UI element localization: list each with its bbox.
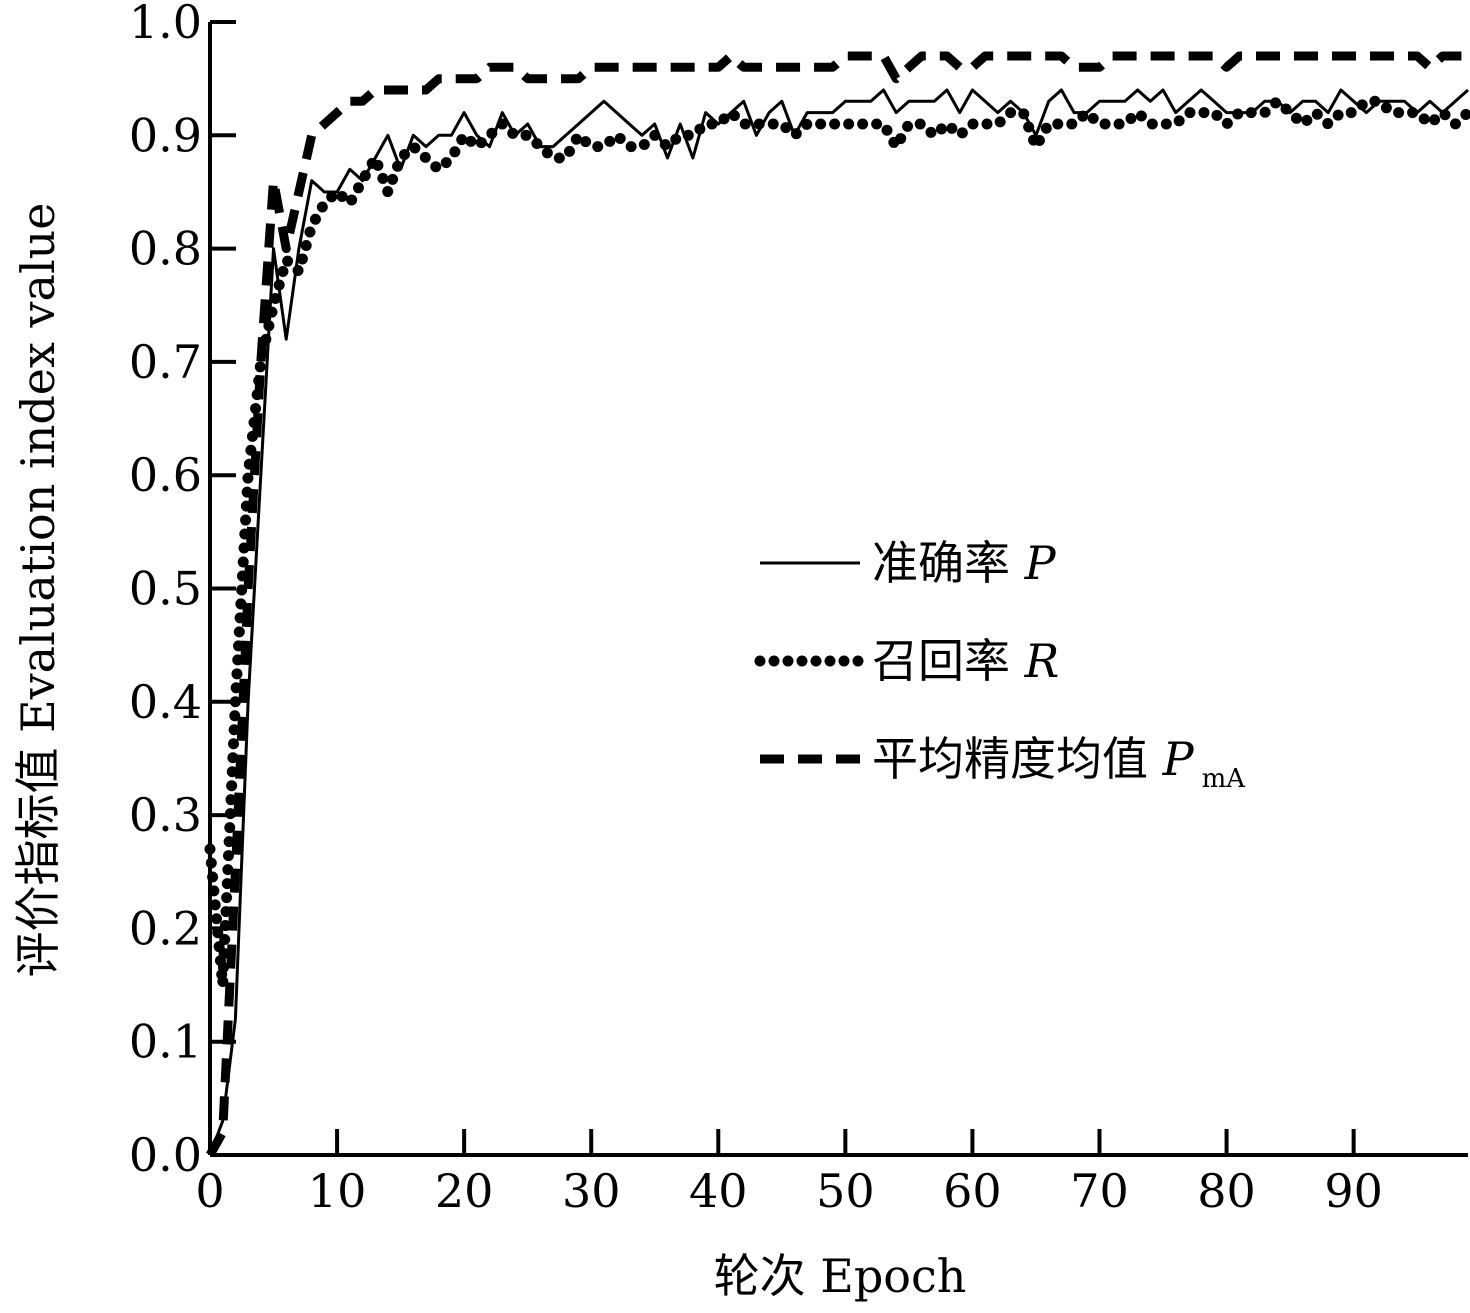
axes-layer — [208, 22, 1468, 1157]
ticks-layer: 0.0 0.1 0.2 0.3 0.4 0.5 0.6 0.7 0.8 0.9 1.0 0 10 20 30… — [129, 0, 1383, 1218]
y-tick-label: 0.8 — [129, 222, 202, 276]
x-tick-label: 40 — [689, 1164, 748, 1218]
y-tick-label: 0.4 — [129, 675, 202, 729]
x-tick-label: 30 — [562, 1164, 621, 1218]
x-tick-label: 80 — [1197, 1164, 1256, 1218]
y-tick-label: 0.6 — [129, 448, 202, 502]
x-tick-label: 70 — [1070, 1164, 1129, 1218]
series-line-dashed — [206, 51, 1468, 1158]
y-tick-label: 0.2 — [129, 901, 202, 955]
y-axis-title: 评价指标值 Evaluation index value — [11, 202, 65, 977]
x-tick-label: 20 — [435, 1164, 494, 1218]
x-tick-label: 60 — [943, 1164, 1002, 1218]
x-tick-label: 90 — [1324, 1164, 1383, 1218]
y-tick-label: 0.9 — [129, 108, 202, 162]
y-tick-label: 0.7 — [129, 335, 202, 389]
legend-label: 准确率 P — [872, 536, 1057, 590]
series-layer — [204, 51, 1470, 1158]
series-line-dotted — [204, 95, 1470, 991]
y-tick-label: 1.0 — [129, 0, 202, 49]
y-tick-label: 0.5 — [129, 562, 202, 616]
y-tick-label: 0.3 — [129, 788, 202, 842]
y-tick-label: 0.0 — [129, 1128, 202, 1182]
x-tick-label: 0 — [195, 1164, 224, 1218]
series-line-solid — [208, 88, 1469, 1156]
x-tick-label: 10 — [308, 1164, 367, 1218]
legend-label: 召回率 R — [872, 634, 1059, 688]
x-tick-label: 50 — [816, 1164, 875, 1218]
y-tick-label: 0.1 — [129, 1015, 202, 1069]
x-axis-title: 轮次 Epoch — [714, 1249, 967, 1303]
